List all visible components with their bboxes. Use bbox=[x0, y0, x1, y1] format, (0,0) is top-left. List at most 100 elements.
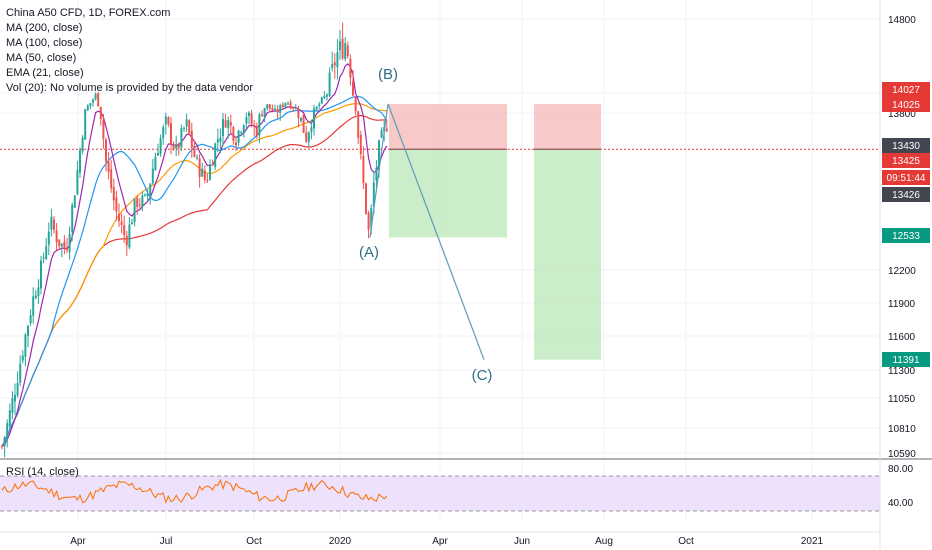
candle-body bbox=[250, 113, 253, 125]
wave-label: (B) bbox=[378, 66, 398, 83]
y-tick-label: 11050 bbox=[888, 394, 916, 405]
candle-body bbox=[328, 72, 331, 96]
candle-body bbox=[190, 130, 193, 148]
candle-body bbox=[253, 125, 256, 128]
candle-body bbox=[375, 167, 378, 181]
rsi-tick-label: 80.00 bbox=[888, 464, 913, 475]
ma200-line bbox=[1, 114, 387, 447]
candle-body bbox=[268, 104, 271, 109]
grid bbox=[0, 0, 880, 520]
candle-body bbox=[201, 168, 204, 177]
candle-body bbox=[240, 132, 243, 134]
x-tick-label: 2021 bbox=[801, 536, 824, 547]
candle-body bbox=[68, 234, 71, 253]
x-tick-label: Oct bbox=[246, 536, 262, 547]
candle-body bbox=[40, 260, 42, 289]
y-tick-label: 11900 bbox=[888, 299, 916, 310]
candle-body bbox=[292, 107, 295, 109]
candle-body bbox=[21, 355, 24, 361]
y-tick-label: 11600 bbox=[888, 332, 916, 343]
candle-body bbox=[183, 127, 185, 129]
candle-body bbox=[242, 125, 245, 134]
candle-body bbox=[354, 96, 357, 112]
candle-body bbox=[315, 106, 318, 110]
candle-body bbox=[310, 127, 313, 132]
candle-body bbox=[157, 152, 159, 156]
candle-body bbox=[175, 144, 178, 149]
x-tick-label: 2020 bbox=[329, 536, 352, 547]
candle-body bbox=[29, 315, 32, 324]
candle-body bbox=[107, 161, 110, 172]
candle-body bbox=[294, 107, 297, 109]
wave-path bbox=[369, 103, 485, 360]
candle-body bbox=[45, 246, 48, 259]
legend-ma50: MA (50, close) bbox=[6, 52, 77, 64]
x-tick-label: Aug bbox=[595, 536, 613, 547]
candle-body bbox=[349, 58, 352, 78]
candle-body bbox=[359, 134, 362, 155]
candle-body bbox=[346, 45, 349, 57]
price-tag-bg bbox=[882, 82, 930, 97]
target-zone bbox=[389, 149, 507, 238]
candle-body bbox=[279, 105, 282, 113]
price-tag-label: 14025 bbox=[892, 100, 920, 111]
legend-ma100: MA (100, close) bbox=[6, 37, 83, 49]
candle-body bbox=[365, 183, 367, 214]
candle-body bbox=[115, 197, 118, 212]
candle-body bbox=[235, 142, 237, 146]
candle-body bbox=[367, 212, 370, 230]
x-tick-label: Apr bbox=[70, 536, 86, 547]
candle-body bbox=[300, 117, 302, 121]
candle-body bbox=[362, 156, 365, 184]
candle-body bbox=[16, 383, 19, 396]
wave-label: (C) bbox=[472, 367, 493, 384]
candle-body bbox=[55, 230, 58, 243]
y-tick-label: 12200 bbox=[888, 266, 916, 277]
candle-body bbox=[271, 107, 274, 111]
candle-body bbox=[289, 102, 292, 109]
candle-body bbox=[42, 257, 45, 259]
y-tick-label: 10810 bbox=[888, 424, 916, 435]
candle-body bbox=[128, 224, 131, 248]
candle-body bbox=[24, 334, 27, 357]
candle-body bbox=[274, 108, 276, 110]
candle-body bbox=[120, 221, 123, 225]
candle-body bbox=[320, 97, 323, 104]
wave-label: (A) bbox=[359, 244, 379, 261]
candle-body bbox=[219, 137, 222, 143]
x-tick-label: Oct bbox=[678, 536, 694, 547]
candle-body bbox=[318, 104, 321, 107]
price-tag-bg bbox=[882, 97, 930, 112]
candle-body bbox=[261, 114, 263, 117]
candle-body bbox=[154, 156, 157, 171]
candles bbox=[1, 22, 388, 458]
candle-body bbox=[297, 109, 300, 118]
candle-body bbox=[331, 64, 334, 69]
candle-body bbox=[372, 182, 375, 207]
legend-ma200: MA (200, close) bbox=[6, 22, 83, 34]
rsi-line bbox=[1, 478, 388, 504]
candle-body bbox=[47, 231, 50, 245]
candle-body bbox=[193, 145, 196, 157]
candle-body bbox=[224, 120, 227, 128]
price-tag-bg bbox=[882, 170, 930, 185]
candle-body bbox=[50, 216, 53, 230]
candle-body bbox=[352, 81, 354, 96]
candle-body bbox=[167, 117, 170, 125]
x-tick-label: Jun bbox=[514, 536, 530, 547]
candle-body bbox=[105, 139, 107, 162]
candle-body bbox=[339, 41, 341, 51]
candle-body bbox=[102, 119, 105, 139]
candle-body bbox=[164, 116, 167, 125]
price-tag-label: 14027 bbox=[892, 85, 920, 96]
candle-body bbox=[172, 144, 175, 150]
candle-body bbox=[287, 103, 289, 105]
legend-ema21: EMA (21, close) bbox=[6, 67, 84, 79]
candle-body bbox=[307, 132, 310, 142]
candle-body bbox=[378, 140, 380, 171]
candle-body bbox=[63, 241, 66, 250]
candle-body bbox=[276, 109, 279, 113]
candle-body bbox=[112, 187, 115, 201]
candle-body bbox=[79, 150, 81, 173]
